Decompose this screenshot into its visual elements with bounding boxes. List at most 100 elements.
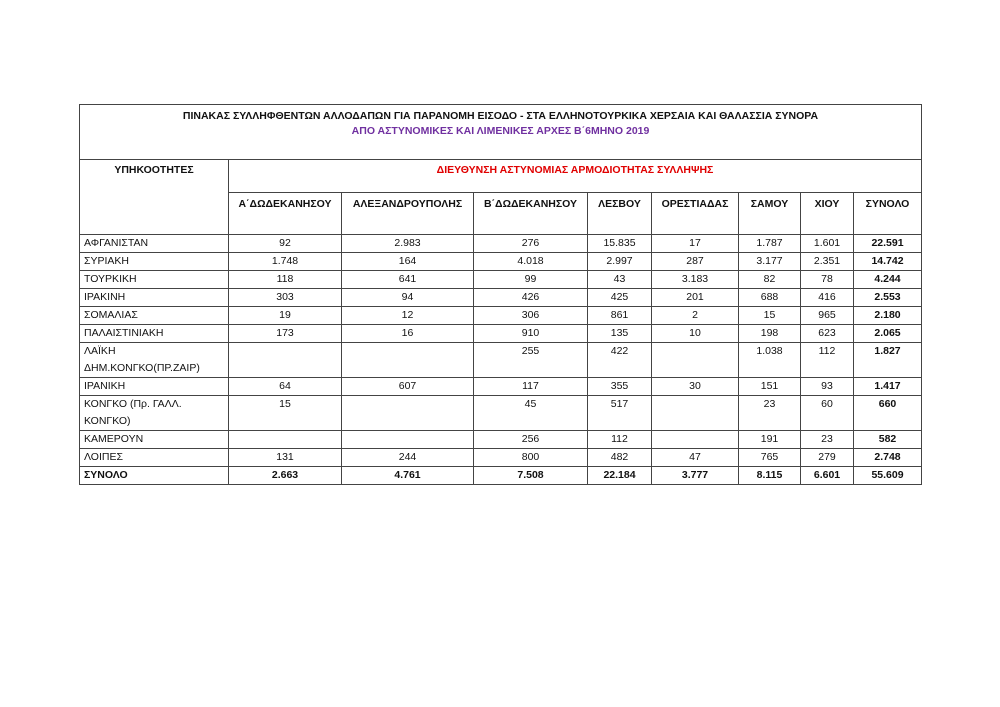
value-cell: 1.038 (738, 342, 801, 378)
value-cell: 131 (228, 448, 342, 467)
value-cell (228, 342, 342, 378)
value-cell: 641 (341, 270, 474, 289)
value-cell: 255 (473, 342, 588, 378)
value-cell: 2.997 (587, 252, 652, 271)
table-row: ΙΡΑΝΙΚΗ 64 607 117 355 30 151 93 1.417 (79, 377, 923, 396)
nationality-cell: ΙΡΑΝΙΚΗ (79, 377, 229, 396)
value-cell: 276 (473, 234, 588, 253)
value-cell: 287 (651, 252, 739, 271)
nationality-cell: ΠΑΛΑΙΣΤΙΝΙΑΚΗ (79, 324, 229, 343)
value-cell: 201 (651, 288, 739, 307)
value-cell: 47 (651, 448, 739, 467)
table-row: ΠΑΛΑΙΣΤΙΝΙΑΚΗ 173 16 910 135 10 198 623 2.065 (79, 324, 923, 343)
value-cell: 43 (587, 270, 652, 289)
value-cell: 1.601 (800, 234, 854, 253)
value-cell: 279 (800, 448, 854, 467)
value-cell: 910 (473, 324, 588, 343)
value-cell: 112 (587, 430, 652, 449)
value-cell (651, 430, 739, 449)
value-cell: 19 (228, 306, 342, 325)
value-cell: 2 (651, 306, 739, 325)
value-cell: 191 (738, 430, 801, 449)
row-total-cell: 582 (852, 430, 923, 449)
value-cell: 6.601 (800, 466, 854, 485)
value-cell: 78 (800, 270, 854, 289)
value-cell: 22.184 (587, 466, 652, 485)
value-cell: 244 (341, 448, 474, 467)
directorate-header: ΔΙΕΥΘΥΝΣΗ ΑΣΤΥΝΟΜΙΑΣ ΑΡΜΟΔΙΟΤΗΤΑΣ ΣΥΛΛΗΨ… (227, 159, 923, 193)
value-cell (651, 342, 739, 378)
value-cell: 426 (473, 288, 588, 307)
nationality-cell: ΚΑΜΕΡΟΥΝ (79, 430, 229, 449)
column-header: ΛΕΣΒΟΥ (587, 192, 652, 235)
value-cell: 303 (228, 288, 342, 307)
value-cell: 425 (587, 288, 652, 307)
value-cell: 93 (800, 377, 854, 396)
value-cell (651, 395, 739, 431)
nationality-cell: ΚΟΝΓΚΟ (Πρ. ΓΑΛΛ. ΚΟΝΓΚΟ) (79, 395, 229, 431)
nationality-cell: ΣΥΝΟΛΟ (79, 466, 229, 485)
value-cell: 117 (473, 377, 588, 396)
value-cell: 64 (228, 377, 342, 396)
column-header: ΧΙΟΥ (800, 192, 854, 235)
column-header: Β΄ΔΩΔΕΚΑΝΗΣΟΥ (473, 192, 588, 235)
table-row: ΙΡΑΚΙΝΗ 303 94 426 425 201 688 416 2.553 (79, 288, 923, 307)
value-cell: 1.787 (738, 234, 801, 253)
value-cell (341, 430, 474, 449)
table-title: ΠΙΝΑΚΑΣ ΣΥΛΛΗΦΘΕΝΤΩΝ ΑΛΛΟΔΑΠΩΝ ΓΙΑ ΠΑΡΑΝ… (182, 110, 819, 122)
row-total-cell: 4.244 (852, 270, 923, 289)
value-cell: 173 (228, 324, 342, 343)
value-cell: 607 (341, 377, 474, 396)
table-subtitle: ΑΠΟ ΑΣΤΥΝΟΜΙΚΕΣ ΚΑΙ ΛΙΜΕΝΙΚΕΣ ΑΡΧΕΣ Β΄6Μ… (351, 125, 650, 137)
value-cell: 482 (587, 448, 652, 467)
value-cell: 1.748 (228, 252, 342, 271)
value-cell: 306 (473, 306, 588, 325)
table-row: ΚΟΝΓΚΟ (Πρ. ΓΑΛΛ. ΚΟΝΓΚΟ) 15 45 517 23 60 660 (79, 395, 923, 431)
value-cell: 7.508 (473, 466, 588, 485)
value-cell: 861 (587, 306, 652, 325)
value-cell: 12 (341, 306, 474, 325)
arrests-table: ΠΙΝΑΚΑΣ ΣΥΛΛΗΦΘΕΝΤΩΝ ΑΛΛΟΔΑΠΩΝ ΓΙΑ ΠΑΡΑΝ… (78, 104, 923, 485)
table-row: ΛΟΙΠΕΣ 131 244 800 482 47 765 279 2.748 (79, 448, 923, 467)
value-cell: 198 (738, 324, 801, 343)
value-cell: 10 (651, 324, 739, 343)
value-cell: 112 (800, 342, 854, 378)
nationality-cell: ΣΟΜΑΛΙΑΣ (79, 306, 229, 325)
value-cell: 94 (341, 288, 474, 307)
nationalities-header: ΥΠΗΚΟΟΤΗΤΕΣ (79, 159, 229, 235)
nationality-cell: ΤΟΥΡΚΙΚΗ (79, 270, 229, 289)
value-cell: 2.983 (341, 234, 474, 253)
value-cell: 16 (341, 324, 474, 343)
value-cell (228, 430, 342, 449)
value-cell: 45 (473, 395, 588, 431)
nationality-cell: ΛΟΙΠΕΣ (79, 448, 229, 467)
value-cell: 99 (473, 270, 588, 289)
row-total-cell: 1.827 (852, 342, 923, 378)
column-header: ΣΑΜΟΥ (738, 192, 801, 235)
nationality-cell: ΙΡΑΚΙΝΗ (79, 288, 229, 307)
value-cell: 355 (587, 377, 652, 396)
value-cell: 800 (473, 448, 588, 467)
column-header-row: Α΄ΔΩΔΕΚΑΝΗΣΟΥ ΑΛΕΞΑΝΔΡΟΥΠΟΛΗΣ Β΄ΔΩΔΕΚΑΝΗΣΟ… (80, 192, 923, 235)
row-total-cell: 2.065 (852, 324, 923, 343)
value-cell: 416 (800, 288, 854, 307)
row-total-cell: 22.591 (852, 234, 923, 253)
table-row: ΑΦΓΑΝΙΣΤΑΝ 92 2.983 276 15.835 17 1.787 1.601 22… (79, 234, 923, 253)
value-cell: 3.777 (651, 466, 739, 485)
value-cell: 135 (587, 324, 652, 343)
value-cell (341, 395, 474, 431)
column-header: ΑΛΕΞΑΝΔΡΟΥΠΟΛΗΣ (341, 192, 474, 235)
table-row: ΤΟΥΡΚΙΚΗ 118 641 99 43 3.183 82 78 4.244 (79, 270, 923, 289)
value-cell: 15 (228, 395, 342, 431)
row-total-cell: 2.180 (852, 306, 923, 325)
row-total-cell: 2.553 (852, 288, 923, 307)
value-cell: 60 (800, 395, 854, 431)
value-cell (341, 342, 474, 378)
value-cell: 82 (738, 270, 801, 289)
value-cell: 23 (738, 395, 801, 431)
row-total-cell: 2.748 (852, 448, 923, 467)
table-row: ΣΥΡΙΑΚΗ 1.748 164 4.018 2.997 287 3.177 2.351 14… (79, 252, 923, 271)
value-cell: 2.351 (800, 252, 854, 271)
total-row: ΣΥΝΟΛΟ 2.663 4.761 7.508 22.184 3.777 8.115 6.6… (79, 466, 923, 485)
value-cell: 3.183 (651, 270, 739, 289)
